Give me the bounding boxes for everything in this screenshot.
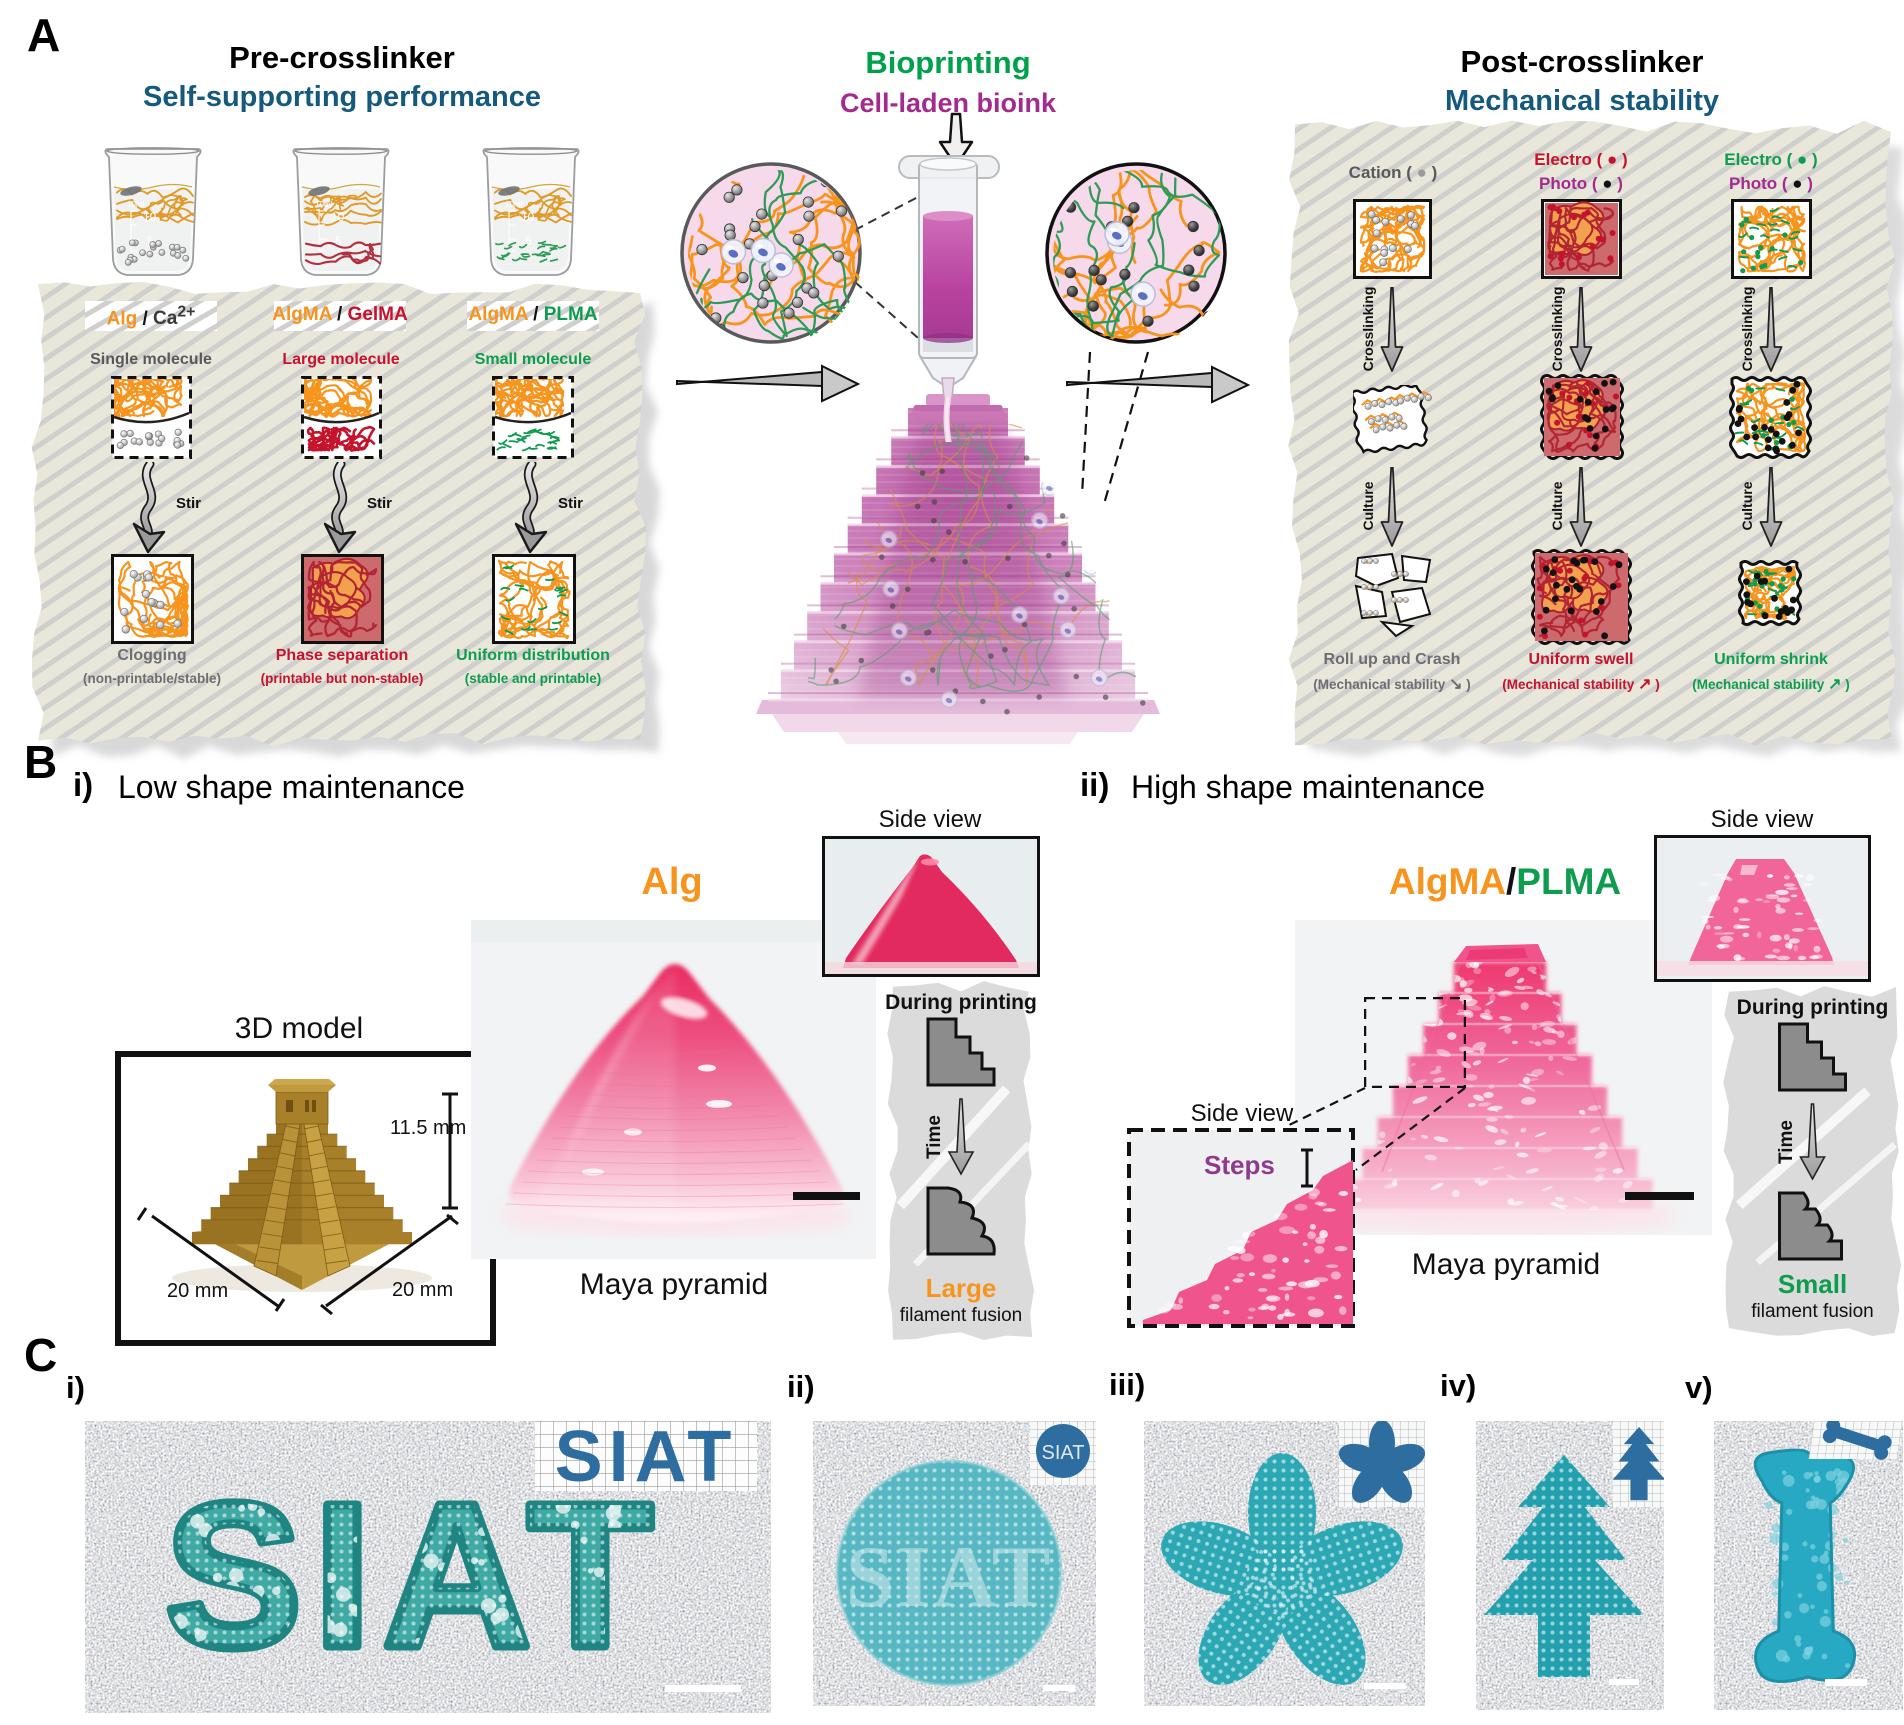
svg-text:10: 10 [331,210,345,224]
svg-text:10ml: 10ml [127,200,145,209]
svg-text:10: 10 [143,210,157,224]
svg-text:5: 5 [525,234,532,248]
svg-text:10: 10 [521,210,535,224]
svg-text:10ml: 10ml [315,200,333,209]
svg-text:10ml: 10ml [505,200,523,209]
svg-text:SIAT: SIAT [165,1461,665,1690]
svg-text:5: 5 [147,234,154,248]
svg-text:SIAT: SIAT [555,1421,738,1497]
svg-text:5: 5 [335,234,342,248]
svg-text:SIAT: SIAT [1042,1442,1085,1464]
svg-text:SIAT: SIAT [846,1529,1053,1626]
